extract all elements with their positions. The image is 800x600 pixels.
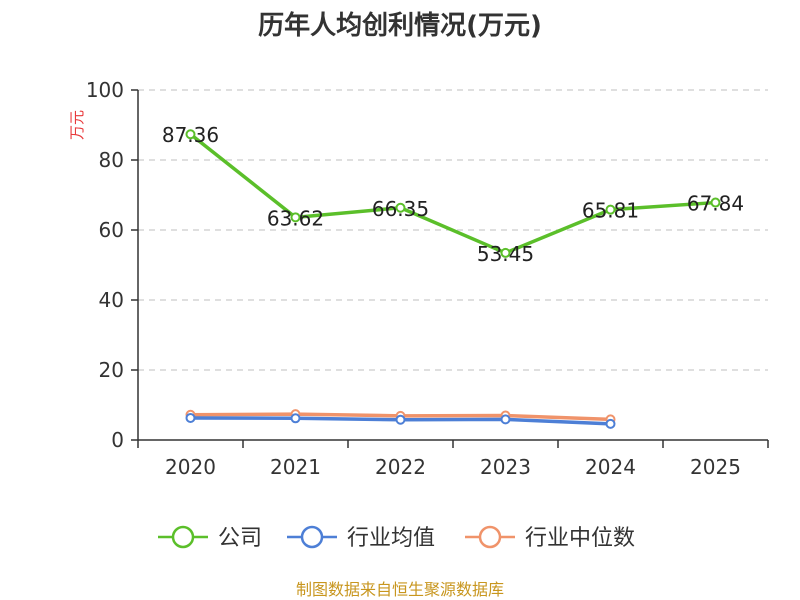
data-point	[605, 204, 616, 215]
data-point	[185, 412, 196, 423]
series-1	[185, 412, 616, 429]
series	[185, 129, 721, 429]
data-point	[500, 247, 511, 258]
data-point	[395, 414, 406, 425]
chart-title: 历年人均创利情况(万元)	[258, 10, 542, 41]
x-tick-label: 2023	[480, 455, 531, 479]
legend-marker	[478, 525, 502, 549]
y-tick-label: 0	[111, 428, 124, 452]
y-tick-label: 80	[99, 148, 124, 172]
y-tick-label: 100	[86, 78, 124, 102]
data-label: 67.84	[687, 192, 744, 216]
data-point	[290, 413, 301, 424]
data-label: 63.62	[267, 206, 324, 230]
x-tick-label: 2020	[165, 455, 216, 479]
grid	[138, 89, 768, 371]
legend-label: 行业中位数	[525, 526, 635, 551]
data-point	[710, 197, 721, 208]
x-tick-label: 2025	[690, 455, 741, 479]
legend-marker	[300, 525, 324, 549]
y-tick-label: 60	[99, 218, 124, 242]
data-label: 53.45	[477, 242, 534, 266]
x-tick-label: 2024	[585, 455, 636, 479]
y-axis-label: 万元	[68, 110, 86, 140]
data-point	[290, 212, 301, 223]
data-label: 66.35	[372, 197, 429, 221]
x-tick-label: 2021	[270, 455, 321, 479]
legend-item: 行业中位数	[465, 525, 635, 551]
series-0	[185, 129, 721, 258]
legend-label: 行业均值	[347, 526, 435, 551]
legend-marker	[171, 525, 195, 549]
data-labels: 87.36 63.62 66.35 53.45 65.81 67.84	[162, 123, 744, 266]
y-tick-label: 20	[99, 358, 124, 382]
data-point	[605, 418, 616, 429]
data-point	[395, 202, 406, 213]
data-point	[500, 414, 511, 425]
axes: 0 20 40 60 80 100 2020 2021 2022 2023 2024 2025	[86, 78, 769, 479]
data-point	[185, 129, 196, 140]
legend-item: 公司	[158, 525, 262, 551]
data-label: 87.36	[162, 123, 219, 147]
series-line	[188, 132, 718, 255]
y-tick-label: 40	[99, 288, 124, 312]
legend: 公司 行业均值 行业中位数	[158, 525, 635, 551]
source-note: 制图数据来自恒生聚源数据库	[296, 580, 504, 599]
legend-label: 公司	[218, 526, 262, 551]
x-tick-label: 2022	[375, 455, 426, 479]
legend-item: 行业均值	[287, 525, 435, 551]
data-label: 65.81	[582, 199, 639, 223]
